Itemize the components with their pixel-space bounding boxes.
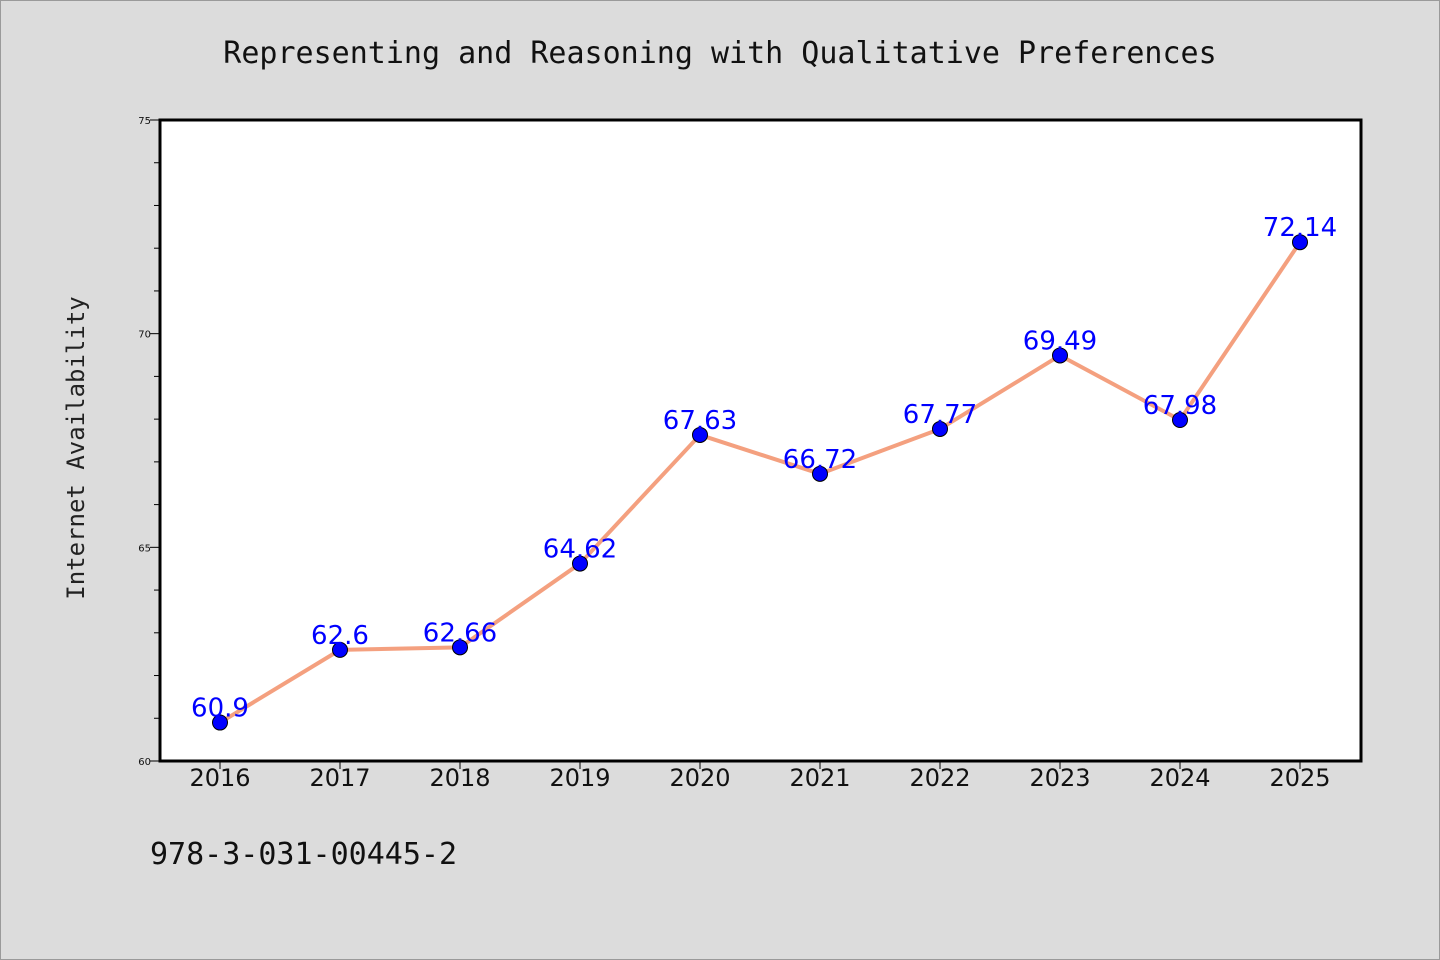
x-tick-label: 2023 [1029,764,1090,792]
data-label: 66.72 [783,445,857,475]
series-line [218,241,1302,725]
data-point [212,714,228,731]
y-tick-label: 60 [138,757,151,768]
x-tick-label: 2021 [789,764,850,792]
data-point [692,426,708,443]
x-tick-label: 2016 [189,764,250,792]
data-point [332,641,348,658]
y-axis-ticks: 60 65 70 75 [138,116,160,768]
x-tick-label: 2018 [429,764,490,792]
data-point [1172,411,1188,428]
data-point [572,555,588,572]
data-label: 62.66 [423,618,497,648]
data-point [812,465,828,482]
x-tick-label: 2017 [309,764,370,792]
x-tick-label: 2025 [1269,764,1330,792]
data-label: 67.77 [903,400,977,430]
plot-area [158,118,1363,763]
series-markers [212,234,1308,731]
x-tick-label: 2022 [909,764,970,792]
data-label: 67.63 [663,406,737,436]
chart-title: Representing and Reasoning with Qualitat… [223,36,1216,71]
data-point [1052,347,1068,364]
data-label: 64.62 [543,535,617,565]
data-label: 72.14 [1263,213,1337,243]
data-point [452,639,468,656]
x-tick-label: 2024 [1149,764,1210,792]
x-tick-label: 2019 [549,764,610,792]
data-label: 60.9 [191,694,249,724]
data-point [932,420,948,437]
y-tick-label: 65 [138,543,151,554]
data-labels: 60.9 62.6 62.66 64.62 67.63 66.72 67.77 69.49 67… [191,213,1337,723]
x-axis-ticks: 2016 2017 2018 2019 2020 2021 2022 2023 2024 2025 [189,761,1331,792]
data-label: 69.49 [1023,326,1097,356]
y-tick-label: 70 [138,330,151,341]
data-label: 67.98 [1143,391,1217,421]
isbn-footer: 978-3-031-00445-2 [150,837,457,872]
data-label: 62.6 [311,621,369,651]
y-axis-label: Internet Availability [62,296,90,599]
x-tick-label: 2020 [669,764,730,792]
y-tick-label: 75 [138,116,151,127]
data-point [1292,234,1308,251]
